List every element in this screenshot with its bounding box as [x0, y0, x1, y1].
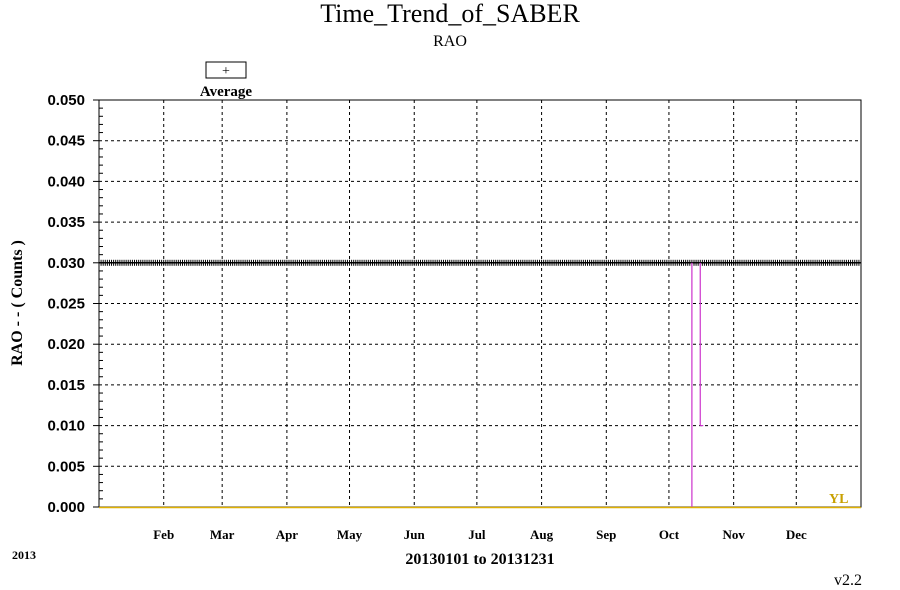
y-tick-label: 0.000 [47, 499, 85, 516]
x-tick-label: Sep [596, 527, 616, 542]
y-tick-label: 0.035 [47, 214, 85, 231]
chart-subtitle: RAO [433, 33, 467, 50]
y-axis: 0.000 0.005 0.010 0.015 0.020 0.025 0.030 0.035… [47, 92, 103, 516]
x-tick-label: Aug [530, 527, 554, 542]
x-axis-label: 20130101 to 20131231 [405, 551, 554, 568]
chart-title: Time_Trend_of_SABER [320, 0, 580, 28]
version-label: v2.2 [834, 572, 862, 589]
yl-annotation: YL [829, 492, 848, 507]
y-tick-label: 0.045 [47, 133, 85, 150]
x-axis: Feb Mar Apr May Jun Jul Aug Sep Oct Nov Dec [153, 527, 807, 542]
y-tick-label: 0.050 [47, 92, 85, 109]
x-tick-label: Feb [153, 527, 174, 542]
y-tick-label: 0.015 [47, 377, 85, 394]
x-tick-label: May [337, 527, 363, 542]
y-tick-label: 0.005 [47, 458, 85, 475]
x-tick-label: Mar [210, 527, 235, 542]
legend-marker: + [222, 64, 230, 79]
legend-label: Average [200, 84, 253, 100]
y-axis-label: RAO - - ( Counts ) [9, 240, 26, 366]
legend-box [205, 61, 247, 79]
x-tick-label: Dec [786, 527, 807, 542]
grid [99, 100, 861, 507]
y-tick-label: 0.030 [47, 255, 85, 272]
y-tick-label: 0.020 [47, 336, 85, 353]
y-tick-label: 0.025 [47, 296, 85, 313]
series-average [98, 259, 862, 509]
x-tick-label: Oct [659, 527, 680, 542]
x-tick-label: Jul [468, 527, 486, 542]
x-tick-label: Nov [722, 527, 745, 542]
y-tick-label: 0.010 [47, 418, 85, 435]
x-tick-label: Jun [404, 527, 426, 542]
year-label: 2013 [12, 548, 36, 562]
legend: + Average [200, 61, 253, 100]
y-tick-label: 0.040 [47, 173, 85, 190]
x-tick-label: Apr [276, 527, 299, 542]
